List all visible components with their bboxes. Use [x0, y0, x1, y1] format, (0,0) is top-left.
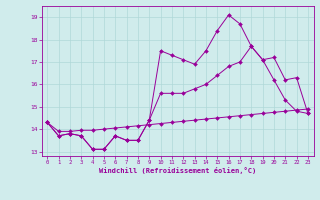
X-axis label: Windchill (Refroidissement éolien,°C): Windchill (Refroidissement éolien,°C)	[99, 167, 256, 174]
